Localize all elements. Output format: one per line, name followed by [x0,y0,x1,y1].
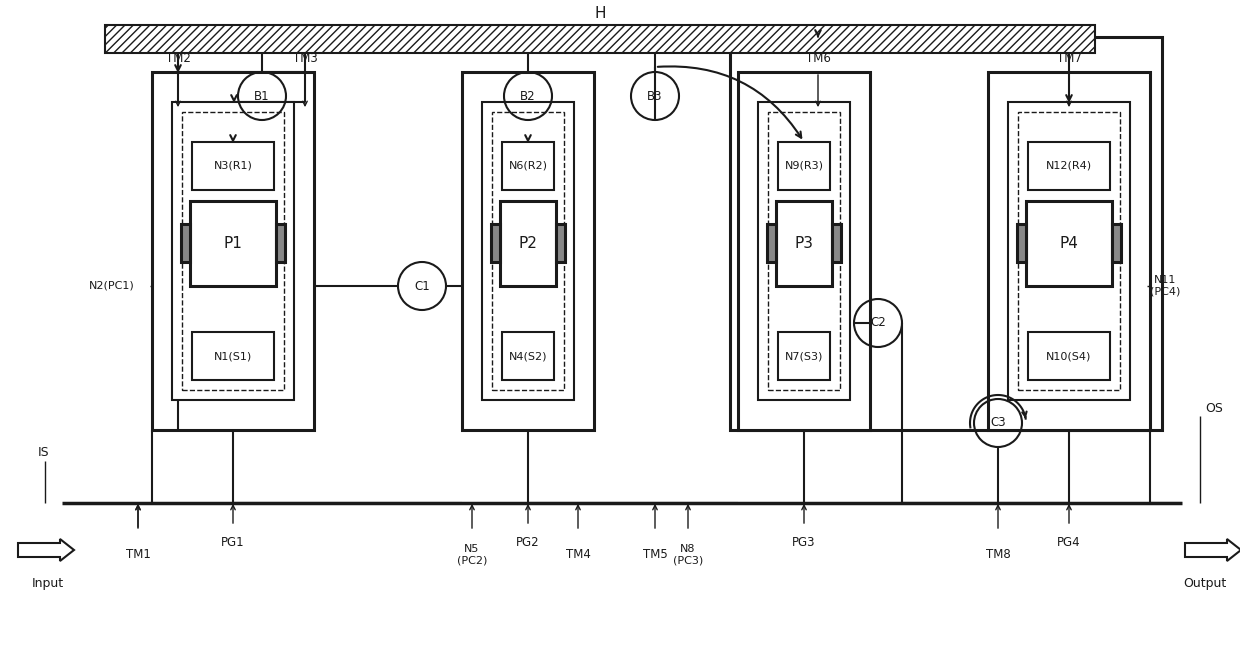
Bar [502,142,554,190]
Bar [1008,102,1130,400]
Text: TM6: TM6 [806,51,831,64]
Bar [192,332,274,380]
Bar [738,72,870,430]
Text: C2: C2 [870,316,885,330]
Bar [153,72,314,430]
Text: N6(R2): N6(R2) [508,161,548,171]
Text: PG1: PG1 [221,536,244,549]
Bar [181,224,190,263]
Bar [190,201,277,286]
Bar [1018,112,1120,390]
Text: N7(S3): N7(S3) [785,351,823,361]
Bar [832,224,841,263]
Bar [768,112,839,390]
Bar [182,112,284,390]
Text: N4(S2): N4(S2) [508,351,547,361]
Bar [730,37,1162,430]
Text: N2(PC1): N2(PC1) [89,281,135,291]
Bar [492,112,564,390]
Bar [105,25,1095,53]
Bar [463,72,594,430]
Bar [500,201,556,286]
Text: PG2: PG2 [516,536,539,549]
Text: TM3: TM3 [293,51,317,64]
FancyArrow shape [19,539,74,561]
Text: PG3: PG3 [792,536,816,549]
Bar [556,224,565,263]
Bar [1017,224,1025,263]
Text: P3: P3 [795,236,813,251]
Text: B1: B1 [254,89,270,103]
Bar [776,201,832,286]
Text: TM4: TM4 [565,549,590,561]
Text: N12(R4): N12(R4) [1045,161,1092,171]
Text: P1: P1 [223,236,243,251]
Bar [482,102,574,400]
Text: P4: P4 [1059,236,1079,251]
FancyArrow shape [1185,539,1240,561]
Text: TM2: TM2 [166,51,191,64]
Text: C3: C3 [991,417,1006,430]
Bar [502,332,554,380]
Bar [192,142,274,190]
Text: N9(R3): N9(R3) [785,161,823,171]
Text: Input: Input [32,576,64,590]
Text: P2: P2 [518,236,537,251]
Bar [1025,201,1112,286]
Bar [491,224,500,263]
Text: C1: C1 [414,280,430,293]
Text: PG4: PG4 [1058,536,1081,549]
Text: Output: Output [1183,576,1226,590]
Text: TM7: TM7 [1056,51,1081,64]
Text: N3(R1): N3(R1) [213,161,253,171]
Bar [277,224,285,263]
Text: H: H [594,5,606,20]
Bar [758,102,849,400]
Text: N10(S4): N10(S4) [1047,351,1091,361]
Bar [1112,224,1121,263]
Text: TM1: TM1 [125,549,150,561]
Text: B2: B2 [521,89,536,103]
Bar [777,332,830,380]
Text: B3: B3 [647,89,662,103]
Bar [777,142,830,190]
Text: IS: IS [38,447,50,459]
Bar [988,72,1149,430]
Text: TM8: TM8 [986,549,1011,561]
Bar [1028,332,1110,380]
Bar [768,224,776,263]
Text: N1(S1): N1(S1) [213,351,252,361]
Text: N8
(PC3): N8 (PC3) [673,544,703,566]
Text: TM5: TM5 [642,549,667,561]
Bar [172,102,294,400]
Text: N5
(PC2): N5 (PC2) [456,544,487,566]
Text: OS: OS [1205,401,1223,415]
Bar [1028,142,1110,190]
Text: N11
(PC4): N11 (PC4) [1149,275,1180,297]
